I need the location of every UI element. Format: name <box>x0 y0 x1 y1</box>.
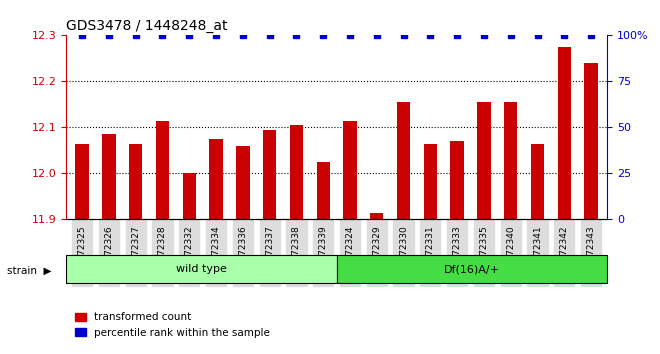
Bar <box>584 63 598 219</box>
FancyBboxPatch shape <box>66 255 337 283</box>
Bar <box>156 120 169 219</box>
Bar <box>236 146 249 219</box>
Bar <box>129 144 143 219</box>
Bar <box>424 144 437 219</box>
Text: wild type: wild type <box>176 264 227 274</box>
Bar <box>183 173 196 219</box>
Bar <box>504 102 517 219</box>
Bar <box>75 144 89 219</box>
Bar <box>370 213 383 219</box>
Bar <box>317 162 330 219</box>
Bar <box>290 125 303 219</box>
Bar <box>209 139 222 219</box>
Text: Df(16)A/+: Df(16)A/+ <box>444 264 500 274</box>
Bar <box>343 120 356 219</box>
Bar <box>263 130 277 219</box>
Bar <box>531 144 544 219</box>
Bar <box>477 102 490 219</box>
Bar <box>558 47 571 219</box>
FancyBboxPatch shape <box>337 255 607 283</box>
Text: GDS3478 / 1448248_at: GDS3478 / 1448248_at <box>66 19 228 33</box>
Legend: transformed count, percentile rank within the sample: transformed count, percentile rank withi… <box>71 308 274 342</box>
Bar <box>102 134 115 219</box>
Bar <box>451 141 464 219</box>
Text: strain  ▶: strain ▶ <box>7 266 51 276</box>
Bar <box>397 102 411 219</box>
